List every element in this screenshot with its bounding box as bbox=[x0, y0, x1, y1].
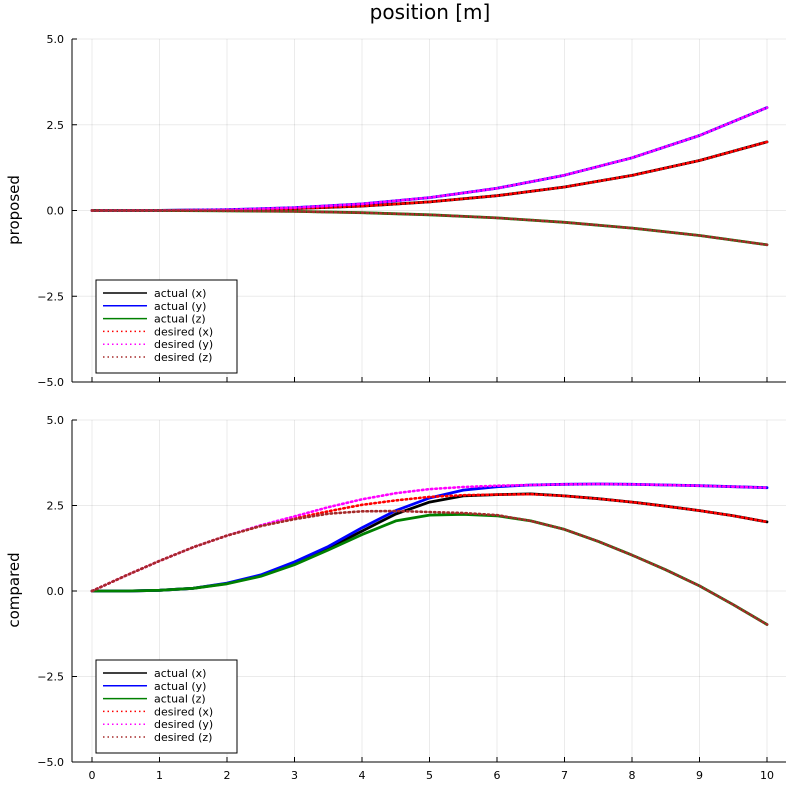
legend-label: actual (z) bbox=[154, 693, 206, 706]
legend: actual (x)actual (y)actual (z)desired (x… bbox=[95, 279, 238, 374]
legend: actual (x)actual (y)actual (z)desired (x… bbox=[95, 659, 238, 754]
y-tick-label: 2.5 bbox=[47, 500, 65, 513]
y-tick-label: 5.0 bbox=[47, 414, 65, 427]
y-tick-label: −2.5 bbox=[37, 290, 64, 303]
legend-label: desired (z) bbox=[154, 731, 212, 744]
legend-label: actual (x) bbox=[154, 667, 206, 680]
legend-label: desired (y) bbox=[154, 338, 213, 351]
x-tick-label: 10 bbox=[760, 769, 774, 782]
y-tick-label: −5.0 bbox=[37, 376, 64, 389]
figure-title: position [m] bbox=[370, 0, 491, 24]
x-tick-label: 7 bbox=[561, 769, 568, 782]
legend-label: desired (z) bbox=[154, 351, 212, 364]
series-line-desired-z bbox=[90, 209, 769, 247]
x-tick-label: 8 bbox=[629, 769, 636, 782]
y-axis-label: compared bbox=[5, 552, 23, 627]
x-tick-label: 2 bbox=[224, 769, 231, 782]
series-line-desired-z bbox=[90, 509, 769, 626]
subplot-compared: −5.0 −2.5 0.0 2.5 5.0 0 1 2 3 4 5 6 7 8 9 10 compared act… bbox=[5, 414, 786, 782]
legend-label: actual (y) bbox=[154, 680, 206, 693]
y-tick-label: 0.0 bbox=[47, 585, 65, 598]
y-tick-label: 2.5 bbox=[47, 119, 65, 132]
y-axis-label: proposed bbox=[5, 175, 23, 245]
x-tick-label: 0 bbox=[89, 769, 96, 782]
y-tick-label: 5.0 bbox=[47, 33, 65, 46]
x-tick-label: 4 bbox=[359, 769, 366, 782]
legend-label: actual (x) bbox=[154, 287, 206, 300]
y-tick-label: −2.5 bbox=[37, 671, 64, 684]
x-tick-label: 9 bbox=[696, 769, 703, 782]
x-tick-label: 1 bbox=[156, 769, 163, 782]
legend-label: actual (y) bbox=[154, 300, 206, 313]
y-tick-label: 0.0 bbox=[47, 205, 65, 218]
legend-box bbox=[95, 279, 238, 374]
legend-label: desired (x) bbox=[154, 325, 213, 338]
x-tick-label: 3 bbox=[291, 769, 298, 782]
legend-label: desired (y) bbox=[154, 718, 213, 731]
legend-label: desired (x) bbox=[154, 705, 213, 718]
legend-box bbox=[95, 659, 238, 754]
x-tick-label: 5 bbox=[426, 769, 433, 782]
x-tick-label: 6 bbox=[494, 769, 501, 782]
y-tick-label: −5.0 bbox=[37, 756, 64, 769]
legend-label: actual (z) bbox=[154, 313, 206, 326]
